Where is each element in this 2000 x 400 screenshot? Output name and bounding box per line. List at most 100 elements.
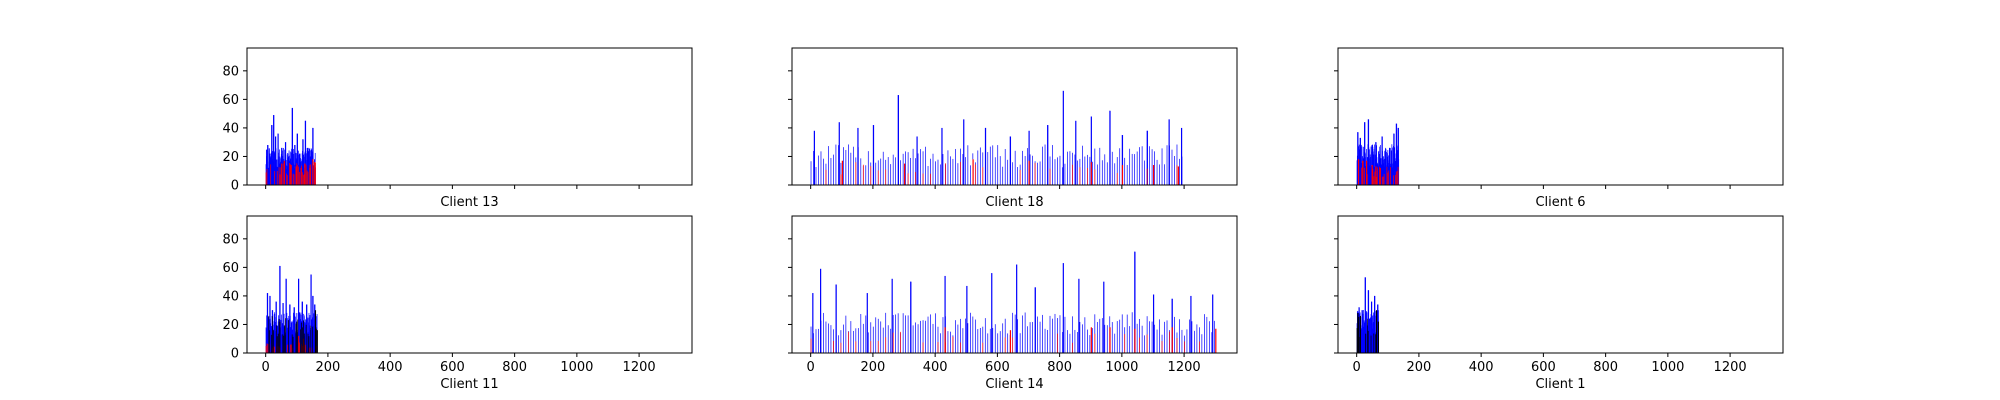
- y-tick-label: 0: [231, 179, 239, 194]
- bar: [962, 154, 964, 185]
- x-tick-label: 1000: [1651, 360, 1684, 375]
- bar: [900, 331, 901, 353]
- bar: [1166, 145, 1168, 185]
- bar: [830, 325, 832, 353]
- bar: [982, 167, 984, 185]
- x-tick-label: 1200: [1168, 360, 1201, 375]
- bar: [989, 328, 991, 353]
- bar: [902, 153, 904, 185]
- subplot-5: 0 200 400 600 800 1000 1200 Client 1: [1334, 215, 1784, 392]
- bar: [1032, 321, 1033, 353]
- bar: [1141, 325, 1143, 353]
- bar-peak: [310, 274, 312, 353]
- bar: [1039, 321, 1041, 353]
- bar-peak: [1357, 313, 1359, 353]
- bar: [1196, 324, 1198, 353]
- bar: [1134, 154, 1136, 185]
- bar: [1012, 312, 1014, 353]
- bar: [305, 324, 307, 353]
- bar: [1052, 318, 1053, 353]
- y-tick-label: 20: [222, 150, 239, 165]
- bar-peak: [309, 167, 311, 185]
- bar: [312, 326, 314, 353]
- bar: [1136, 323, 1138, 353]
- bar: [977, 150, 979, 185]
- bar: [1079, 321, 1081, 353]
- bar: [1119, 319, 1121, 353]
- bar: [1129, 148, 1131, 185]
- bar-peak: [298, 278, 300, 353]
- bar: [308, 336, 310, 353]
- bar: [915, 322, 916, 353]
- x-tick-label: 200: [1406, 360, 1431, 375]
- bar: [845, 315, 847, 353]
- bar: [1372, 169, 1374, 185]
- bar: [920, 149, 921, 185]
- bar: [1004, 149, 1006, 185]
- bar: [952, 336, 954, 353]
- bar: [1047, 329, 1048, 353]
- x-tick-label: 400: [923, 360, 948, 375]
- bar: [870, 166, 872, 185]
- bar-peak: [304, 163, 306, 185]
- bar: [979, 147, 981, 185]
- bar-peak: [288, 156, 290, 185]
- bar-peak: [897, 95, 899, 185]
- bar-peak: [314, 162, 316, 185]
- bar: [1027, 326, 1028, 353]
- bar: [1087, 329, 1088, 353]
- bar-peak: [1109, 327, 1111, 353]
- bar: [1101, 318, 1103, 353]
- bar: [1077, 331, 1078, 353]
- bar: [922, 151, 924, 185]
- bar: [825, 321, 827, 353]
- bar: [1199, 341, 1200, 353]
- bar: [1062, 167, 1063, 185]
- bar: [1004, 318, 1006, 353]
- bar: [957, 324, 959, 353]
- bar: [1064, 163, 1066, 185]
- bar: [1387, 172, 1389, 185]
- bar: [927, 166, 929, 185]
- bar: [1072, 316, 1073, 353]
- bar: [930, 173, 931, 185]
- bar: [833, 340, 834, 353]
- bar-peak: [1384, 150, 1386, 185]
- bar: [987, 333, 989, 353]
- bar: [818, 328, 819, 353]
- bar: [952, 158, 954, 185]
- bar: [875, 317, 877, 353]
- bar: [950, 331, 951, 353]
- bar-peak: [972, 159, 974, 185]
- bar: [840, 330, 842, 353]
- bar: [1037, 316, 1038, 353]
- bar: [1393, 175, 1394, 185]
- bar: [1164, 321, 1165, 353]
- bar: [1179, 319, 1180, 353]
- bar: [897, 313, 899, 353]
- bar: [1356, 328, 1358, 353]
- bar-peak: [289, 304, 291, 353]
- bar: [862, 323, 864, 353]
- bar: [880, 321, 882, 353]
- bar: [310, 164, 312, 185]
- bar-peak: [290, 165, 292, 185]
- bar: [855, 328, 857, 353]
- bar: [947, 331, 949, 353]
- bar-peak: [984, 127, 987, 185]
- bar-peak: [1171, 327, 1173, 353]
- bar: [1082, 324, 1083, 353]
- bar: [1119, 148, 1121, 185]
- bar: [287, 344, 288, 353]
- bar: [892, 332, 894, 353]
- bar: [994, 157, 996, 185]
- bar-peak: [1215, 328, 1217, 353]
- bar: [1019, 333, 1021, 353]
- bar: [276, 170, 278, 185]
- bar: [1365, 333, 1366, 353]
- bar: [877, 170, 879, 185]
- bar: [870, 341, 872, 353]
- x-tick-label: 400: [378, 360, 403, 375]
- bar: [930, 158, 931, 185]
- bar: [1376, 176, 1377, 185]
